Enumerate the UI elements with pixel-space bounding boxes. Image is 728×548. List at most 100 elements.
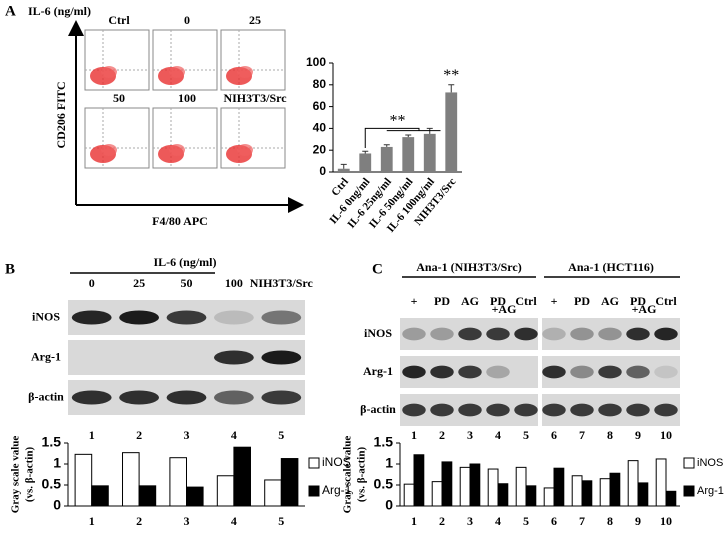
band <box>486 327 510 341</box>
lane-label: + <box>411 294 418 308</box>
band <box>486 365 510 379</box>
lane-number: 8 <box>607 428 613 442</box>
group-label: Ana-1 (HCT116) <box>568 260 654 274</box>
lane-number: 7 <box>579 428 585 442</box>
bar <box>459 466 471 507</box>
band <box>626 327 650 341</box>
bar <box>445 92 458 172</box>
bar <box>665 490 677 507</box>
lane-number: 1 <box>411 428 417 442</box>
legend-swatch <box>308 485 320 497</box>
band <box>261 390 302 405</box>
panel-label: C <box>372 261 383 277</box>
bar <box>380 146 393 172</box>
plot-label: NIH3T3/Src <box>223 91 287 105</box>
band <box>430 365 454 379</box>
y-tick-label: 1 <box>385 455 393 471</box>
plot-label: Ctrl <box>108 13 130 27</box>
x-tick-label: 6 <box>551 514 557 528</box>
plot-label: 0 <box>184 13 190 27</box>
x-tick-label: 2 <box>439 514 445 528</box>
y-tick-label: 20 <box>313 142 327 156</box>
band <box>542 327 566 341</box>
cell-cloud <box>169 66 185 78</box>
bar <box>122 452 140 507</box>
legend-swatch <box>683 485 695 497</box>
band <box>458 327 482 341</box>
lane-number: 9 <box>635 428 641 442</box>
error-bar <box>448 84 455 93</box>
row-label: β-actin <box>360 402 396 416</box>
bar <box>581 480 593 507</box>
y-axis-label: Gray scale value <box>10 436 22 514</box>
x-tick-label: 8 <box>607 514 613 528</box>
error-bar <box>340 163 347 169</box>
panel-label: A <box>5 3 16 19</box>
bar <box>186 486 204 507</box>
x-tick-label: 7 <box>579 514 585 528</box>
lane-label: 100 <box>225 276 243 290</box>
bar <box>487 468 499 507</box>
x-tick-label: 4 <box>495 514 501 528</box>
cell-cloud <box>237 66 253 78</box>
y-tick-label: 80 <box>313 77 327 91</box>
lane-label: AG <box>461 294 479 308</box>
row-label: β-actin <box>28 389 64 403</box>
band <box>430 403 454 417</box>
band <box>458 365 482 379</box>
band <box>213 390 254 405</box>
x-tick-label: 5 <box>523 514 529 528</box>
legend-swatch <box>308 457 320 469</box>
bar <box>359 153 372 172</box>
band <box>598 403 622 417</box>
bar <box>543 487 555 507</box>
lane-number: 1 <box>89 428 95 442</box>
bar <box>233 446 251 507</box>
band <box>71 310 112 325</box>
axis-label: F4/80 APC <box>152 214 208 228</box>
band <box>514 403 538 417</box>
cell-cloud <box>237 144 253 156</box>
x-tick-label: 1 <box>89 514 95 528</box>
band <box>213 350 254 365</box>
x-tick-label: 1 <box>411 514 417 528</box>
group-label: Ana-1 (NIH3T3/Src) <box>416 260 521 274</box>
bar <box>423 133 436 172</box>
bar <box>337 168 350 172</box>
bar <box>169 457 188 507</box>
plot-label: 50 <box>113 91 125 105</box>
legend-swatch <box>683 457 695 469</box>
y-tick-label: 0.5 <box>374 476 394 492</box>
lane-label: PD <box>490 294 506 308</box>
lane-label: NIH3T3/Src <box>250 276 314 290</box>
plot-label: 100 <box>178 91 196 105</box>
lane-number: 4 <box>495 428 501 442</box>
lane-label: PD <box>434 294 450 308</box>
band <box>430 327 454 341</box>
bar <box>655 458 667 507</box>
bar <box>431 481 443 507</box>
y-axis-label: (vs. β-actin) <box>356 447 368 503</box>
band <box>598 327 622 341</box>
y-tick-label: 0 <box>319 164 326 178</box>
y-axis-label: Gray scale value <box>342 436 354 514</box>
bar <box>599 478 611 507</box>
lane-number: 3 <box>467 428 473 442</box>
bar <box>138 485 157 507</box>
lane-label: PD <box>574 294 590 308</box>
bar <box>91 485 109 507</box>
band <box>261 310 302 325</box>
row-label: Arg-1 <box>363 364 393 378</box>
error-bar <box>383 144 390 147</box>
lane-number: 5 <box>278 428 284 442</box>
bar <box>515 466 527 507</box>
band <box>402 403 426 417</box>
band <box>119 310 160 325</box>
y-tick-label: 0 <box>385 497 393 513</box>
band <box>626 365 650 379</box>
band <box>570 403 594 417</box>
error-bar <box>405 134 412 138</box>
error-bar <box>426 127 433 134</box>
row-label: Arg-1 <box>31 349 61 363</box>
